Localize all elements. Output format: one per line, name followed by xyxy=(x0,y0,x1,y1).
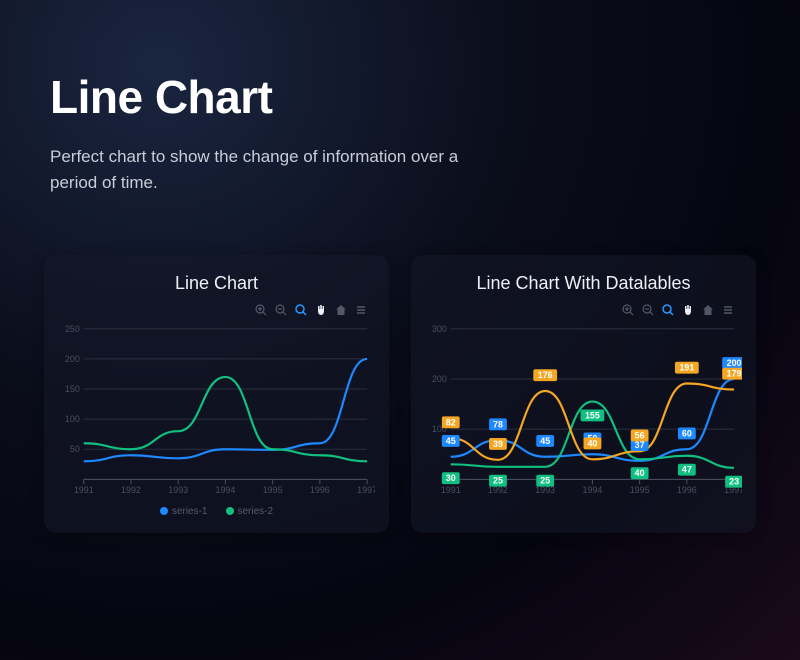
svg-text:1991: 1991 xyxy=(441,485,461,495)
svg-text:1996: 1996 xyxy=(677,485,697,495)
svg-text:40: 40 xyxy=(635,468,645,478)
svg-text:176: 176 xyxy=(538,370,553,380)
svg-text:1996: 1996 xyxy=(310,485,330,495)
chart-body: 1002003001991199219931994199519961997457… xyxy=(425,322,742,502)
home-icon[interactable] xyxy=(702,304,714,316)
chart-card-datalabels: Line Chart With Datalables 1002003001991… xyxy=(411,255,756,533)
svg-text:78: 78 xyxy=(493,419,503,429)
svg-text:82: 82 xyxy=(446,417,456,427)
svg-text:45: 45 xyxy=(446,436,456,446)
zoom-in-icon[interactable] xyxy=(622,304,634,316)
chart-legend: series-1 series-2 xyxy=(58,506,375,517)
line-chart-datalabels: 1002003001991199219931994199519961997457… xyxy=(425,322,742,502)
cards-row: Line Chart 50 100 150 200 250 1991 1992 1993 199… xyxy=(0,195,800,533)
svg-text:1995: 1995 xyxy=(263,485,283,495)
legend-item[interactable]: series-1 xyxy=(160,506,208,517)
svg-text:250: 250 xyxy=(65,324,80,334)
page-subtitle: Perfect chart to show the change of info… xyxy=(0,124,560,195)
svg-text:25: 25 xyxy=(540,476,550,486)
svg-text:1994: 1994 xyxy=(216,485,236,495)
svg-text:200: 200 xyxy=(432,374,447,384)
svg-text:56: 56 xyxy=(635,430,645,440)
svg-text:25: 25 xyxy=(493,476,503,486)
chart-toolbar xyxy=(425,304,742,322)
zoom-out-icon[interactable] xyxy=(642,304,654,316)
svg-text:150: 150 xyxy=(65,384,80,394)
svg-text:1991: 1991 xyxy=(74,485,94,495)
home-icon[interactable] xyxy=(335,304,347,316)
svg-text:200: 200 xyxy=(65,354,80,364)
svg-text:155: 155 xyxy=(585,410,600,420)
chart-title: Line Chart With Datalables xyxy=(425,273,742,294)
zoom-in-icon[interactable] xyxy=(255,304,267,316)
zoom-select-icon[interactable] xyxy=(662,304,674,316)
svg-text:50: 50 xyxy=(70,444,80,454)
legend-item[interactable]: series-2 xyxy=(226,506,274,517)
chart-card-basic: Line Chart 50 100 150 200 250 1991 1992 1993 199… xyxy=(44,255,389,533)
pan-icon[interactable] xyxy=(682,304,694,316)
chart-toolbar xyxy=(58,304,375,322)
svg-text:60: 60 xyxy=(682,428,692,438)
menu-icon[interactable] xyxy=(355,304,367,316)
svg-text:1992: 1992 xyxy=(121,485,141,495)
svg-text:191: 191 xyxy=(679,363,694,373)
page-title: Line Chart xyxy=(0,0,800,124)
svg-text:300: 300 xyxy=(432,324,447,334)
svg-text:23: 23 xyxy=(729,477,739,487)
svg-text:30: 30 xyxy=(446,473,456,483)
svg-text:1993: 1993 xyxy=(168,485,188,495)
svg-text:1993: 1993 xyxy=(535,485,555,495)
svg-text:1995: 1995 xyxy=(630,485,650,495)
svg-text:1997: 1997 xyxy=(357,485,375,495)
svg-text:179: 179 xyxy=(727,369,742,379)
zoom-select-icon[interactable] xyxy=(295,304,307,316)
svg-text:37: 37 xyxy=(635,440,645,450)
menu-icon[interactable] xyxy=(722,304,734,316)
svg-text:45: 45 xyxy=(540,436,550,446)
svg-text:100: 100 xyxy=(65,414,80,424)
svg-text:40: 40 xyxy=(587,438,597,448)
svg-text:200: 200 xyxy=(727,358,742,368)
chart-title: Line Chart xyxy=(58,273,375,294)
zoom-out-icon[interactable] xyxy=(275,304,287,316)
chart-body: 50 100 150 200 250 1991 1992 1993 1994 1995 1996 19… xyxy=(58,322,375,502)
svg-text:1994: 1994 xyxy=(583,485,603,495)
pan-icon[interactable] xyxy=(315,304,327,316)
svg-text:1992: 1992 xyxy=(488,485,508,495)
svg-text:39: 39 xyxy=(493,439,503,449)
line-chart: 50 100 150 200 250 1991 1992 1993 1994 1995 1996 19… xyxy=(58,322,375,502)
svg-text:47: 47 xyxy=(682,465,692,475)
